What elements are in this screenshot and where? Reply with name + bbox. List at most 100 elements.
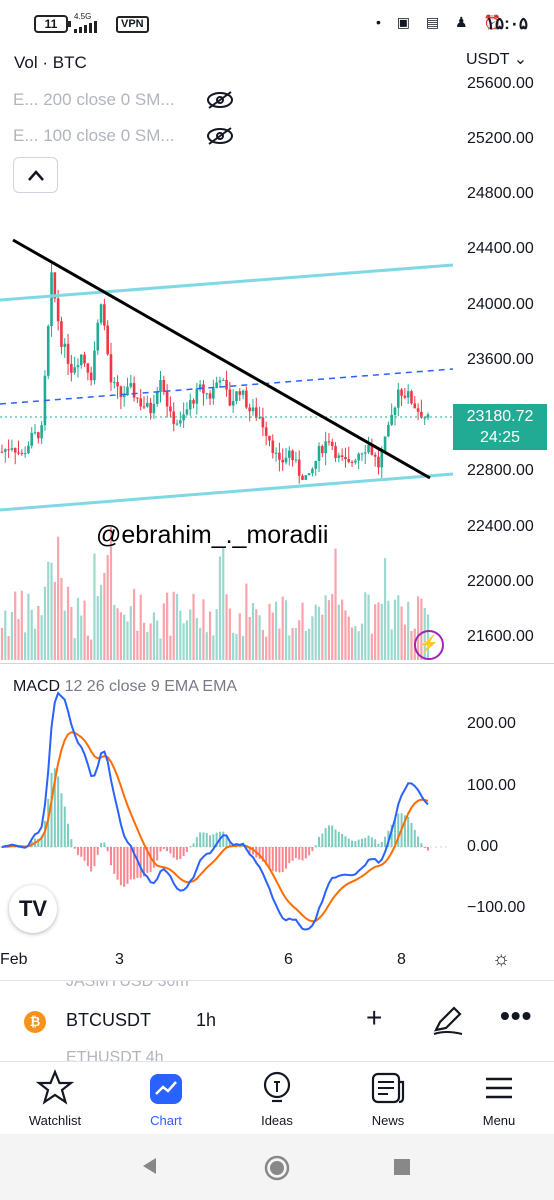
candle-body	[99, 304, 103, 323]
candle-body	[179, 420, 182, 424]
histogram-bar	[390, 824, 393, 847]
status-bar: 11 4.5G VPN • ▣ ▤ ♟ ⏰ ۱۵:۰۵	[0, 0, 554, 46]
volume-bar	[202, 599, 205, 660]
histogram-bar	[126, 847, 129, 884]
volume-bar	[311, 616, 314, 660]
histogram-bar	[149, 847, 152, 873]
ghost-symbol-bottom: ETHUSDT 4h	[66, 1049, 164, 1062]
histogram-bar	[281, 847, 284, 873]
lightning-icon[interactable]: ⚡	[414, 630, 444, 660]
macd-legend[interactable]: MACD 12 26 close 9 EMA EMA	[13, 678, 237, 696]
volume-bar	[169, 635, 172, 660]
tradingview-logo[interactable]: TV	[9, 885, 57, 933]
candle-body	[195, 388, 199, 404]
volume-bar	[149, 623, 152, 660]
nav-news[interactable]: News	[343, 1062, 433, 1134]
candle-body	[344, 457, 347, 460]
histogram-bar	[311, 847, 314, 852]
candle-body	[205, 393, 209, 395]
macd-chart[interactable]	[0, 664, 450, 944]
symbol-selector[interactable]: BTCUSDT	[66, 1010, 151, 1030]
current-price-badge: 23180.72 24:25	[453, 404, 547, 450]
candle-body	[10, 448, 14, 450]
volume-bar	[281, 596, 284, 660]
collapse-legend-button[interactable]	[13, 157, 58, 193]
nav-chart[interactable]: Chart	[121, 1062, 211, 1134]
candle-body	[330, 441, 334, 447]
volume-bar	[241, 635, 245, 660]
candle-body	[188, 400, 192, 410]
histogram-bar	[67, 823, 70, 847]
candle-body	[17, 452, 20, 454]
macd-axis-label: 100.00	[467, 777, 516, 794]
candle-body	[103, 304, 106, 326]
volume-bar	[284, 600, 288, 660]
histogram-bar	[90, 847, 93, 872]
candle-body	[317, 446, 321, 462]
plus-icon[interactable]: +	[366, 1002, 383, 1033]
histogram-bar	[199, 832, 202, 847]
volume-bar	[324, 595, 327, 660]
histogram-bar	[351, 840, 354, 847]
histogram-bar	[367, 835, 370, 847]
histogram-bar	[53, 768, 56, 847]
histogram-bar	[294, 847, 297, 858]
nav-watchlist[interactable]: Watchlist	[10, 1062, 100, 1134]
volume-bar	[232, 632, 235, 660]
indicator-ema100[interactable]: E... 100 close 0 SM...	[13, 126, 175, 145]
volume-bar	[27, 593, 30, 660]
price-chart[interactable]	[0, 46, 554, 666]
pane-divider[interactable]	[0, 663, 554, 664]
histogram-bar	[314, 845, 317, 847]
nav-ideas[interactable]: Ideas	[232, 1062, 322, 1134]
settings-icon[interactable]: ☼	[492, 948, 511, 970]
volume-bar	[341, 599, 344, 660]
notification-icons: • ▣ ▤ ♟ ⏰	[376, 14, 507, 31]
currency-selector[interactable]: USDT ⌄	[466, 49, 527, 69]
pen-icon[interactable]	[432, 1004, 464, 1036]
candle-body	[162, 380, 166, 393]
candle-body	[0, 451, 4, 453]
candle-body	[413, 403, 417, 409]
histogram-bar	[133, 847, 136, 880]
histogram-bar	[172, 847, 175, 858]
candle-body	[165, 392, 169, 407]
histogram-bar	[321, 833, 324, 847]
nav-menu[interactable]: Menu	[454, 1062, 544, 1134]
candle-body	[324, 441, 327, 454]
histogram-bar	[242, 845, 245, 847]
more-icon[interactable]: •••	[500, 1000, 533, 1031]
chart-title[interactable]: Vol · BTC	[14, 53, 87, 72]
back-icon[interactable]	[140, 1156, 160, 1176]
home-icon[interactable]	[263, 1154, 291, 1182]
volume-bar	[331, 593, 334, 660]
candle-body	[225, 379, 228, 390]
candle-body	[307, 473, 311, 476]
eye-off-icon[interactable]	[206, 90, 234, 110]
price-axis-label: 24800.00	[467, 185, 534, 202]
histogram-bar	[301, 847, 304, 861]
volume-bar	[374, 604, 377, 660]
histogram-bar	[185, 847, 188, 852]
volume-bar	[179, 610, 182, 660]
candle-body	[30, 433, 34, 446]
histogram-bar	[93, 847, 96, 867]
recents-icon[interactable]	[393, 1158, 411, 1176]
histogram-bar	[298, 847, 301, 860]
channel-mid-line	[0, 368, 454, 405]
histogram-bar	[228, 842, 231, 847]
histogram-bar	[43, 820, 46, 847]
candle-body	[27, 445, 30, 454]
histogram-bar	[357, 839, 360, 847]
indicator-ema200[interactable]: E... 200 close 0 SM...	[13, 90, 175, 109]
volume-bar	[360, 623, 364, 660]
candle-body	[182, 414, 185, 421]
candle-body	[83, 354, 86, 364]
candle-body	[132, 383, 136, 398]
volume-bar	[86, 635, 89, 660]
volume-bar	[14, 591, 17, 660]
price-axis-label: 22800.00	[467, 462, 534, 479]
timeframe-selector[interactable]: 1h	[196, 1010, 217, 1030]
volume-bar	[132, 588, 136, 660]
eye-off-icon[interactable]	[206, 126, 234, 146]
